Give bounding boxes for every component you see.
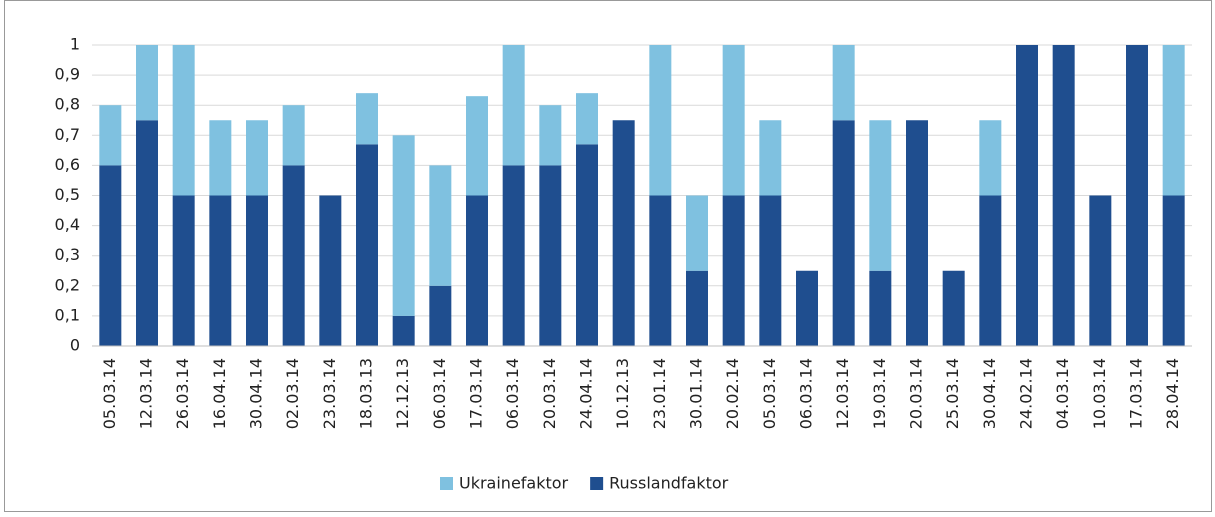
bar-segment (759, 195, 782, 346)
bar-segment (99, 165, 122, 346)
bar-segment (686, 195, 708, 271)
bar-segment (1016, 45, 1038, 346)
bar-segment (172, 45, 195, 196)
y-tick-label: 0 (70, 336, 80, 355)
bar-segment (796, 270, 818, 346)
x-tick-label: 12.03.14 (833, 358, 852, 429)
bar-segment (832, 120, 855, 346)
x-tick-label: 17.03.14 (467, 358, 486, 429)
x-tick-label: 02.03.14 (283, 358, 302, 429)
x-tick-label: 20.02.14 (723, 358, 742, 429)
x-tick-label: 24.02.14 (1017, 358, 1036, 429)
x-tick-label: 30.04.14 (980, 358, 999, 429)
bar-segment (832, 45, 855, 121)
legend-label: Ukrainefaktor (459, 474, 569, 493)
bar-segment (906, 120, 928, 346)
y-tick-label: 0,7 (55, 125, 80, 144)
bar-segment (979, 195, 1002, 346)
bar-segment (1052, 45, 1075, 346)
x-tick-label: 05.03.14 (100, 358, 119, 429)
bar-segment (1126, 45, 1148, 346)
x-tick-label: 10.03.14 (1090, 358, 1109, 429)
x-tick-label: 12.12.13 (393, 358, 412, 429)
x-tick-label: 30.04.14 (247, 358, 266, 429)
x-tick-label: 23.03.14 (320, 358, 339, 429)
y-tick-label: 0,5 (55, 185, 80, 204)
x-tick-label: 06.03.14 (430, 358, 449, 429)
x-tick-label: 24.04.14 (577, 358, 596, 429)
bar-segment (649, 45, 672, 196)
x-tick-label: 28.04.14 (1163, 358, 1182, 429)
bar-segment (979, 120, 1002, 196)
bar-segment (1162, 45, 1185, 196)
legend-swatch (590, 477, 604, 490)
bar-segment (466, 96, 488, 196)
x-tick-label: 04.03.14 (1053, 358, 1072, 429)
legend-label: Russlandfaktor (609, 474, 729, 493)
bar-segment (282, 105, 305, 166)
bar-segment (869, 270, 892, 346)
bar-segment (246, 195, 268, 346)
bar-segment (686, 270, 708, 346)
y-tick-label: 0,8 (55, 95, 80, 114)
x-tick-label: 06.03.14 (503, 358, 522, 429)
bar-segment (466, 195, 488, 346)
y-tick-label: 0,2 (55, 275, 80, 294)
bar-segment (722, 195, 745, 346)
bar-segment (1162, 195, 1185, 346)
bar-segment (429, 165, 452, 286)
bar-segment (246, 120, 268, 196)
bar-segment (539, 105, 562, 166)
x-tick-label: 26.03.14 (173, 358, 192, 429)
x-tick-label: 20.03.14 (907, 358, 926, 429)
x-tick-label: 10.12.13 (613, 358, 632, 429)
bar-segment (392, 135, 415, 316)
x-tick-label: 05.03.14 (760, 358, 779, 429)
y-tick-label: 0,1 (55, 305, 80, 324)
bar-segment (392, 315, 415, 346)
y-tick-label: 0,4 (55, 215, 80, 234)
x-tick-label: 25.03.14 (943, 358, 962, 429)
bar-segment (356, 93, 378, 145)
x-tick-label: 20.03.14 (540, 358, 559, 429)
bar-segment (356, 144, 378, 346)
bar-segment (539, 165, 562, 346)
bar-segment (209, 120, 232, 196)
x-tick-label: 18.03.13 (357, 358, 376, 429)
bar-segment (759, 120, 782, 196)
bar-segment (502, 165, 525, 346)
bar-segment (722, 45, 745, 196)
x-tick-label: 23.01.14 (650, 358, 669, 429)
x-tick-label: 30.01.14 (687, 358, 706, 429)
x-tick-label: 06.03.14 (797, 358, 816, 429)
bar-segment (612, 120, 635, 346)
bar-segment (429, 285, 452, 346)
bar-segment (136, 120, 158, 346)
bar-segment (99, 105, 122, 166)
bar-segment (136, 45, 158, 121)
y-tick-label: 1 (70, 35, 80, 54)
x-tick-label: 19.03.14 (870, 358, 889, 429)
bar-segment (942, 270, 965, 346)
x-tick-label: 17.03.14 (1127, 358, 1146, 429)
bar-segment (319, 195, 342, 346)
bar-segment (649, 195, 672, 346)
bar-segment (172, 195, 195, 346)
x-tick-label: 16.04.14 (210, 358, 229, 429)
y-tick-label: 0,9 (55, 65, 80, 84)
bar-segment (1089, 195, 1112, 346)
bar-segment (282, 165, 305, 346)
y-tick-label: 0,6 (55, 155, 80, 174)
bar-segment (209, 195, 232, 346)
bar-segment (576, 93, 598, 145)
y-tick-label: 0,3 (55, 245, 80, 264)
bar-segment (502, 45, 525, 166)
bar-segment (869, 120, 892, 271)
x-tick-label: 12.03.14 (137, 358, 156, 429)
legend-swatch (440, 477, 453, 490)
chart-border (4, 0, 1212, 512)
bar-segment (576, 144, 598, 346)
